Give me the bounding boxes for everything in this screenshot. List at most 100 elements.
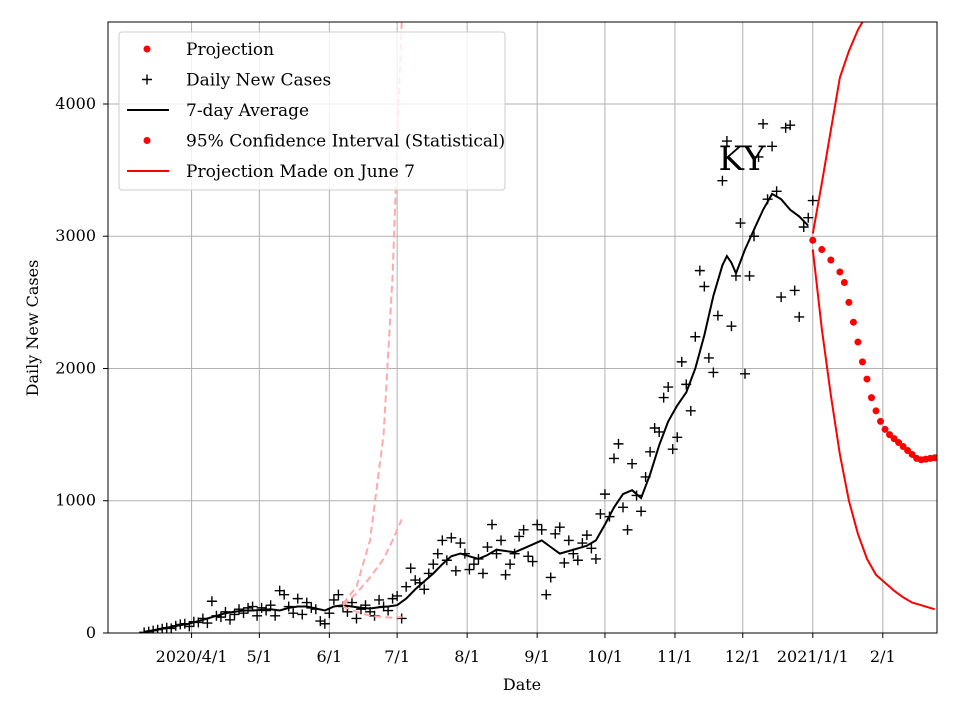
daily-cases-marker bbox=[581, 530, 592, 541]
daily-cases-marker bbox=[739, 368, 750, 379]
x-tick-label: 11/1 bbox=[657, 647, 693, 666]
plot-frame bbox=[107, 21, 938, 634]
daily-cases-marker bbox=[270, 610, 281, 621]
daily-cases-marker bbox=[482, 542, 493, 553]
daily-cases-marker bbox=[654, 426, 665, 437]
daily-cases-marker bbox=[771, 186, 782, 197]
daily-cases-marker bbox=[685, 405, 696, 416]
projection-point bbox=[890, 435, 898, 443]
daily-cases-marker bbox=[477, 568, 488, 579]
daily-cases-marker bbox=[699, 281, 710, 292]
x-tick-label: 2021/1/1 bbox=[777, 647, 849, 666]
projection-point bbox=[845, 298, 853, 306]
y-tick-label: 3000 bbox=[55, 226, 96, 245]
daily-cases-marker bbox=[419, 584, 430, 595]
x-tick-label: 10/1 bbox=[587, 647, 623, 666]
daily-cases-marker bbox=[595, 508, 606, 519]
daily-cases-marker bbox=[785, 120, 796, 131]
daily-cases-marker bbox=[224, 614, 235, 625]
y-tick-label: 2000 bbox=[55, 358, 96, 377]
daily-cases-marker bbox=[324, 608, 335, 619]
daily-cases-marker bbox=[789, 285, 800, 296]
7-day-average-line bbox=[143, 192, 809, 633]
daily-cases-marker bbox=[667, 444, 678, 455]
x-tick-label: 9/1 bbox=[524, 647, 550, 666]
daily-cases-marker bbox=[586, 543, 597, 554]
projection-made-on-june-7-mid-line bbox=[342, 518, 403, 606]
daily-cases-marker bbox=[703, 352, 714, 363]
projection-point bbox=[931, 454, 937, 462]
daily-cases-marker bbox=[351, 613, 362, 624]
daily-cases-marker bbox=[541, 589, 552, 600]
daily-cases-marker bbox=[627, 458, 638, 469]
daily-cases-marker bbox=[514, 531, 525, 542]
x-tick-label: 12/1 bbox=[725, 647, 761, 666]
daily-cases-marker bbox=[694, 265, 705, 276]
x-tick-label: 8/1 bbox=[454, 647, 480, 666]
daily-cases-marker bbox=[663, 382, 674, 393]
daily-cases-marker bbox=[279, 589, 290, 600]
legend-swatch-dot bbox=[143, 45, 151, 53]
daily-cases-marker bbox=[563, 535, 574, 546]
daily-cases-marker bbox=[767, 141, 778, 152]
daily-cases-marker bbox=[206, 596, 217, 607]
daily-cases-marker bbox=[500, 569, 511, 580]
projection-point bbox=[836, 268, 844, 276]
daily-cases-marker bbox=[532, 519, 543, 530]
daily-cases-marker bbox=[509, 548, 520, 559]
projection-point bbox=[809, 236, 817, 244]
daily-cases-marker bbox=[631, 490, 642, 501]
daily-cases-marker bbox=[292, 593, 303, 604]
projection-point bbox=[877, 417, 885, 425]
daily-cases-marker bbox=[437, 535, 448, 546]
y-tick-label: 0 bbox=[86, 623, 96, 642]
daily-cases-marker bbox=[708, 367, 719, 378]
daily-cases-marker bbox=[798, 221, 809, 232]
daily-cases-marker bbox=[545, 572, 556, 583]
projection-point bbox=[904, 446, 912, 454]
x-tick-label: 2/1 bbox=[870, 647, 896, 666]
daily-cases-marker bbox=[744, 270, 755, 281]
daily-cases-marker bbox=[776, 292, 787, 303]
daily-cases-marker bbox=[487, 519, 498, 530]
daily-cases-marker bbox=[374, 594, 385, 605]
projection-point bbox=[881, 425, 889, 433]
daily-cases-marker bbox=[590, 553, 601, 564]
projection-point bbox=[827, 256, 835, 264]
y-tick-label: 1000 bbox=[55, 491, 96, 510]
daily-cases-marker bbox=[622, 524, 633, 535]
daily-cases-marker bbox=[464, 564, 475, 575]
projection-made-on-june-7-lower-line bbox=[342, 605, 402, 619]
daily-cases-marker bbox=[721, 136, 732, 147]
legend-box bbox=[118, 31, 506, 191]
daily-cases-marker bbox=[807, 195, 818, 206]
legend-swatch-plus bbox=[142, 74, 152, 85]
daily-cases-marker bbox=[455, 538, 466, 549]
daily-cases-marker bbox=[468, 559, 479, 570]
y-tick-label: 4000 bbox=[55, 94, 96, 113]
daily-cases-marker bbox=[726, 321, 737, 332]
daily-cases-marker bbox=[572, 555, 583, 566]
daily-cases-marker bbox=[396, 613, 407, 624]
projection-point bbox=[840, 279, 848, 287]
y-axis-label: Daily New Cases bbox=[23, 260, 42, 397]
daily-cases-marker bbox=[496, 535, 507, 546]
daily-cases-marker bbox=[717, 175, 728, 186]
daily-cases-marker bbox=[676, 356, 687, 367]
legend-label: Projection Made on June 7 bbox=[186, 162, 415, 182]
projection-point bbox=[886, 431, 894, 439]
daily-cases-marker bbox=[608, 453, 619, 464]
daily-cases-marker bbox=[599, 489, 610, 500]
projection-point bbox=[849, 318, 857, 326]
daily-cases-marker bbox=[758, 118, 769, 129]
95-confidence-interval-upper-line bbox=[811, 22, 864, 234]
daily-cases-marker bbox=[401, 581, 412, 592]
daily-cases-marker bbox=[432, 548, 443, 559]
projection-point bbox=[818, 245, 826, 253]
daily-cases-marker bbox=[536, 524, 547, 535]
legend-label: 95% Confidence Interval (Statistical) bbox=[186, 132, 505, 152]
daily-cases-marker bbox=[690, 331, 701, 342]
daily-cases-marker bbox=[794, 311, 805, 322]
x-tick-label: 7/1 bbox=[384, 647, 410, 666]
